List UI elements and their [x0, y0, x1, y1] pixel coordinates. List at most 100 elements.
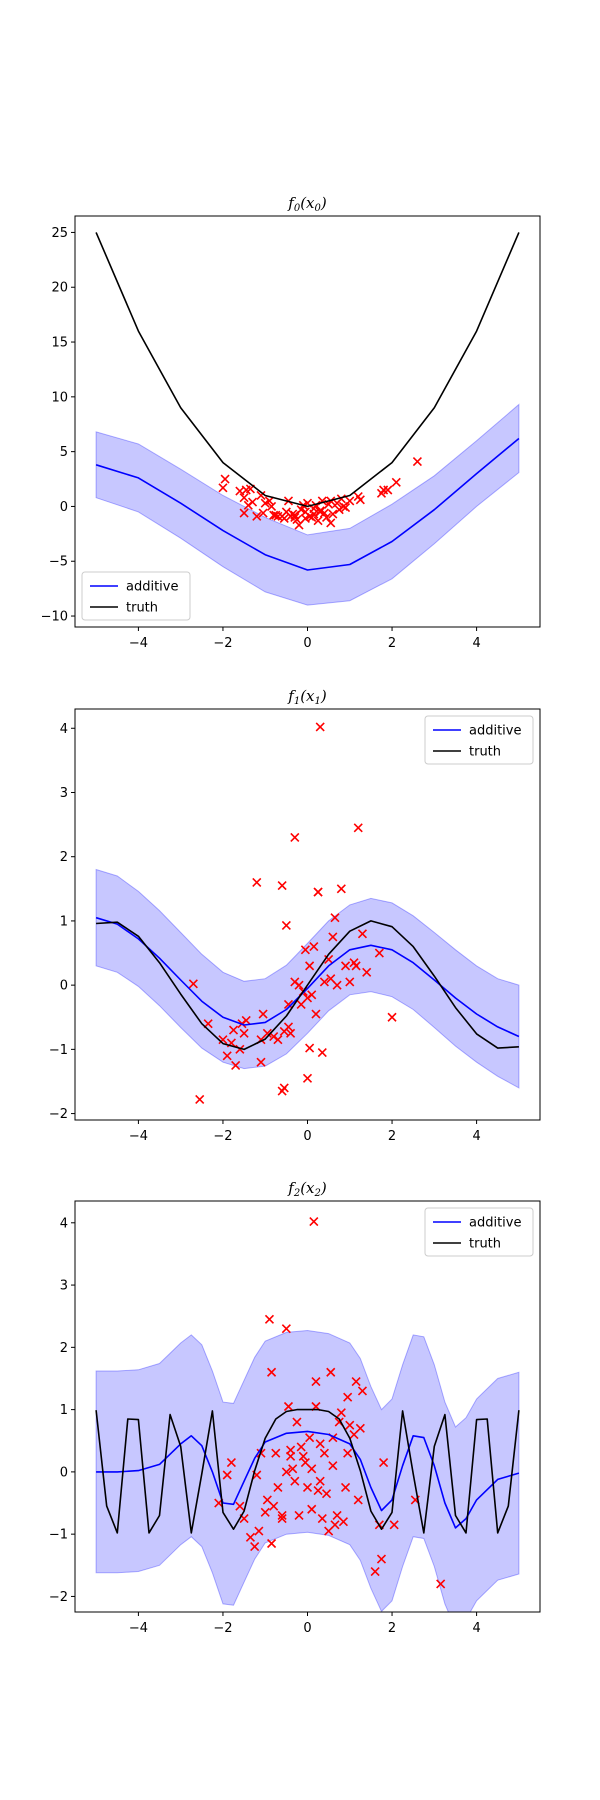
- title-part: f: [287, 194, 296, 212]
- data-point: [279, 1083, 289, 1093]
- data-point: [267, 1538, 277, 1549]
- y-tick-label: −1: [49, 1528, 68, 1543]
- plot-area-1: [95, 722, 520, 1105]
- data-point: [345, 1420, 355, 1430]
- y-tick-label: 1: [60, 1403, 68, 1418]
- data-point: [279, 513, 289, 524]
- legend-label-truth: truth: [126, 601, 158, 616]
- data-point: [252, 511, 262, 521]
- legend-label-additive: additive: [469, 1216, 521, 1231]
- data-point: [267, 1367, 277, 1377]
- data-point: [357, 1386, 368, 1396]
- series-line-truth: [95, 1408, 520, 1534]
- panel-0: −4 −2 0 2 4−10−50510152025f0(x0)additivetrut…: [41, 194, 541, 651]
- data-point: [305, 1433, 315, 1443]
- data-point: [379, 485, 389, 495]
- data-point: [340, 961, 351, 971]
- data-point: [309, 942, 319, 952]
- title-part: (: [300, 687, 307, 705]
- data-point: [313, 887, 323, 897]
- data-point: [376, 1554, 387, 1564]
- data-point: [273, 1482, 283, 1493]
- data-point: [296, 1442, 306, 1452]
- data-point: [288, 1464, 298, 1474]
- data-point: [374, 948, 384, 958]
- data-point: [311, 500, 321, 510]
- data-point: [283, 999, 294, 1009]
- legend: additive truth: [81, 571, 191, 621]
- x-tick-label: −2: [213, 1129, 232, 1144]
- data-point: [336, 884, 346, 894]
- y-tick-label: 0: [60, 1465, 68, 1480]
- data-point: [222, 1470, 232, 1480]
- data-point: [338, 1517, 348, 1527]
- legend: additive truth: [424, 1207, 534, 1257]
- y-tick-label: 10: [51, 390, 68, 405]
- series-line-truth: [96, 920, 519, 1051]
- y-tick-label: −10: [41, 610, 68, 625]
- data-point: [294, 1510, 304, 1521]
- title-part: x: [306, 194, 315, 212]
- data-point: [302, 1073, 313, 1083]
- title-subscript: 1: [315, 696, 321, 707]
- legend-label-additive: additive: [469, 724, 521, 739]
- data-point: [343, 1448, 353, 1458]
- data-point: [321, 1489, 332, 1499]
- data-point: [319, 977, 329, 987]
- legend: additive truth: [424, 715, 534, 765]
- data-point: [300, 513, 310, 524]
- title-subscript: 0: [294, 203, 301, 214]
- title-subscript: 0: [315, 203, 322, 214]
- data-point: [281, 1324, 291, 1334]
- data-point: [338, 501, 348, 512]
- data-point: [292, 515, 302, 525]
- y-tick-label: 0: [60, 500, 68, 515]
- data-point: [290, 1476, 300, 1486]
- data-point: [370, 1566, 380, 1577]
- legend-box: [81, 571, 191, 621]
- data-point: [271, 1448, 281, 1458]
- legend-label-truth: truth: [469, 745, 501, 760]
- data-point: [269, 1501, 279, 1511]
- x-tick-label: 0: [303, 636, 311, 651]
- data-point: [286, 1028, 296, 1038]
- y-tick-label: 15: [51, 336, 68, 351]
- data-point: [307, 1504, 317, 1514]
- x-tick-label: −4: [129, 636, 148, 651]
- x-tick-label: 2: [388, 1621, 396, 1636]
- data-point: [336, 494, 346, 504]
- title-subscript: 1: [294, 696, 300, 707]
- data-point: [330, 1520, 340, 1530]
- data-point: [305, 961, 315, 971]
- x-tick-label: 2: [388, 1129, 396, 1144]
- x-tick-label: −4: [129, 1621, 148, 1636]
- data-point: [218, 483, 228, 493]
- data-point: [345, 977, 355, 987]
- data-point: [239, 1028, 249, 1038]
- data-point: [317, 1514, 327, 1524]
- data-point: [277, 881, 287, 891]
- title-part: x: [306, 1179, 315, 1197]
- data-point: [309, 1216, 319, 1227]
- data-point: [343, 1392, 353, 1402]
- data-point: [355, 495, 365, 505]
- data-point: [283, 1022, 294, 1032]
- data-point: [245, 1532, 255, 1542]
- data-point: [254, 1526, 264, 1536]
- data-point: [258, 1009, 268, 1019]
- data-point: [412, 456, 422, 467]
- data-point: [315, 1439, 325, 1449]
- y-tick-label: −2: [49, 1107, 68, 1122]
- data-point: [389, 1520, 399, 1530]
- data-point: [315, 507, 325, 517]
- data-point: [290, 510, 300, 520]
- data-point: [243, 500, 253, 510]
- data-point: [273, 511, 283, 521]
- data-point: [326, 1367, 336, 1377]
- y-tick-label: 4: [60, 1216, 68, 1231]
- data-point: [355, 1423, 365, 1433]
- data-point: [319, 1448, 329, 1458]
- data-point: [258, 508, 268, 518]
